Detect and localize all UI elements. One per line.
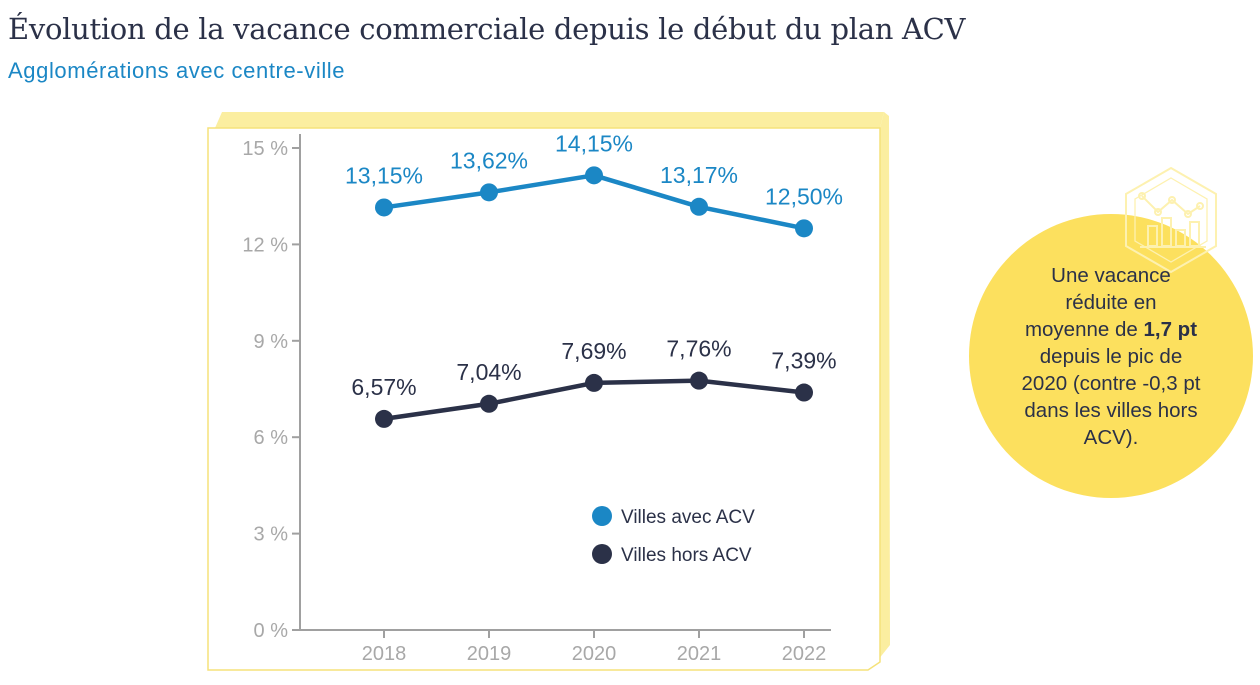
bar-line-chart-hexagon-icon xyxy=(1125,166,1217,274)
x-tick-label: 2019 xyxy=(467,643,512,665)
data-point xyxy=(795,383,813,402)
callout-line: moyenne de 1,7 pt xyxy=(990,316,1232,343)
data-point xyxy=(480,183,498,202)
callout-text: Une vacance réduite en moyenne de 1,7 pt… xyxy=(990,262,1232,451)
callout-line: ACV). xyxy=(1083,426,1139,449)
data-label: 13,62% xyxy=(450,147,528,173)
y-tick-label: 0 % xyxy=(254,620,289,642)
legend-marker xyxy=(592,506,612,526)
data-point xyxy=(375,409,393,428)
page-title: Évolution de la vacance commerciale depu… xyxy=(8,12,966,46)
data-label: 13,17% xyxy=(660,162,738,188)
y-tick-label: 12 % xyxy=(242,234,288,256)
data-point xyxy=(585,166,603,185)
data-label: 7,04% xyxy=(456,359,521,385)
y-tick-label: 15 % xyxy=(242,138,288,160)
callout-text-part: moyenne de xyxy=(1024,318,1144,341)
legend-label: Villes hors ACV xyxy=(621,545,752,566)
legend-label: Villes avec ACV xyxy=(621,507,755,528)
data-point xyxy=(690,197,708,216)
callout-line: depuis le pic de xyxy=(1039,345,1183,368)
callout-line: dans les villes hors xyxy=(1024,399,1198,422)
data-point xyxy=(375,198,393,217)
x-tick-label: 2022 xyxy=(782,643,827,665)
x-tick-label: 2021 xyxy=(677,643,722,665)
y-tick-label: 3 % xyxy=(254,524,289,546)
callout-line: 2020 (contre -0,3 pt xyxy=(1021,372,1201,395)
data-label: 14,15% xyxy=(555,130,633,156)
x-tick-label: 2018 xyxy=(362,643,407,665)
callout-highlight-value: 1,7 pt xyxy=(1143,318,1198,341)
data-label: 13,15% xyxy=(345,162,423,188)
data-point xyxy=(585,373,603,392)
x-tick-label: 2020 xyxy=(572,643,617,665)
data-label: 6,57% xyxy=(351,374,416,400)
data-label: 7,69% xyxy=(561,338,626,364)
callout-circle xyxy=(969,214,1253,498)
data-point xyxy=(795,219,813,238)
legend-marker xyxy=(592,544,612,564)
data-label: 7,39% xyxy=(771,348,836,374)
y-tick-label: 9 % xyxy=(254,331,289,353)
page-subtitle: Agglomérations avec centre-ville xyxy=(8,58,346,83)
callout-line: réduite en xyxy=(1065,291,1157,314)
data-label: 7,76% xyxy=(666,336,731,362)
data-point xyxy=(690,371,708,390)
data-label: 12,50% xyxy=(765,183,843,209)
chart-card xyxy=(207,112,890,671)
callout-line: Une vacance xyxy=(1051,264,1171,287)
y-tick-label: 6 % xyxy=(254,427,289,449)
data-point xyxy=(480,394,498,413)
